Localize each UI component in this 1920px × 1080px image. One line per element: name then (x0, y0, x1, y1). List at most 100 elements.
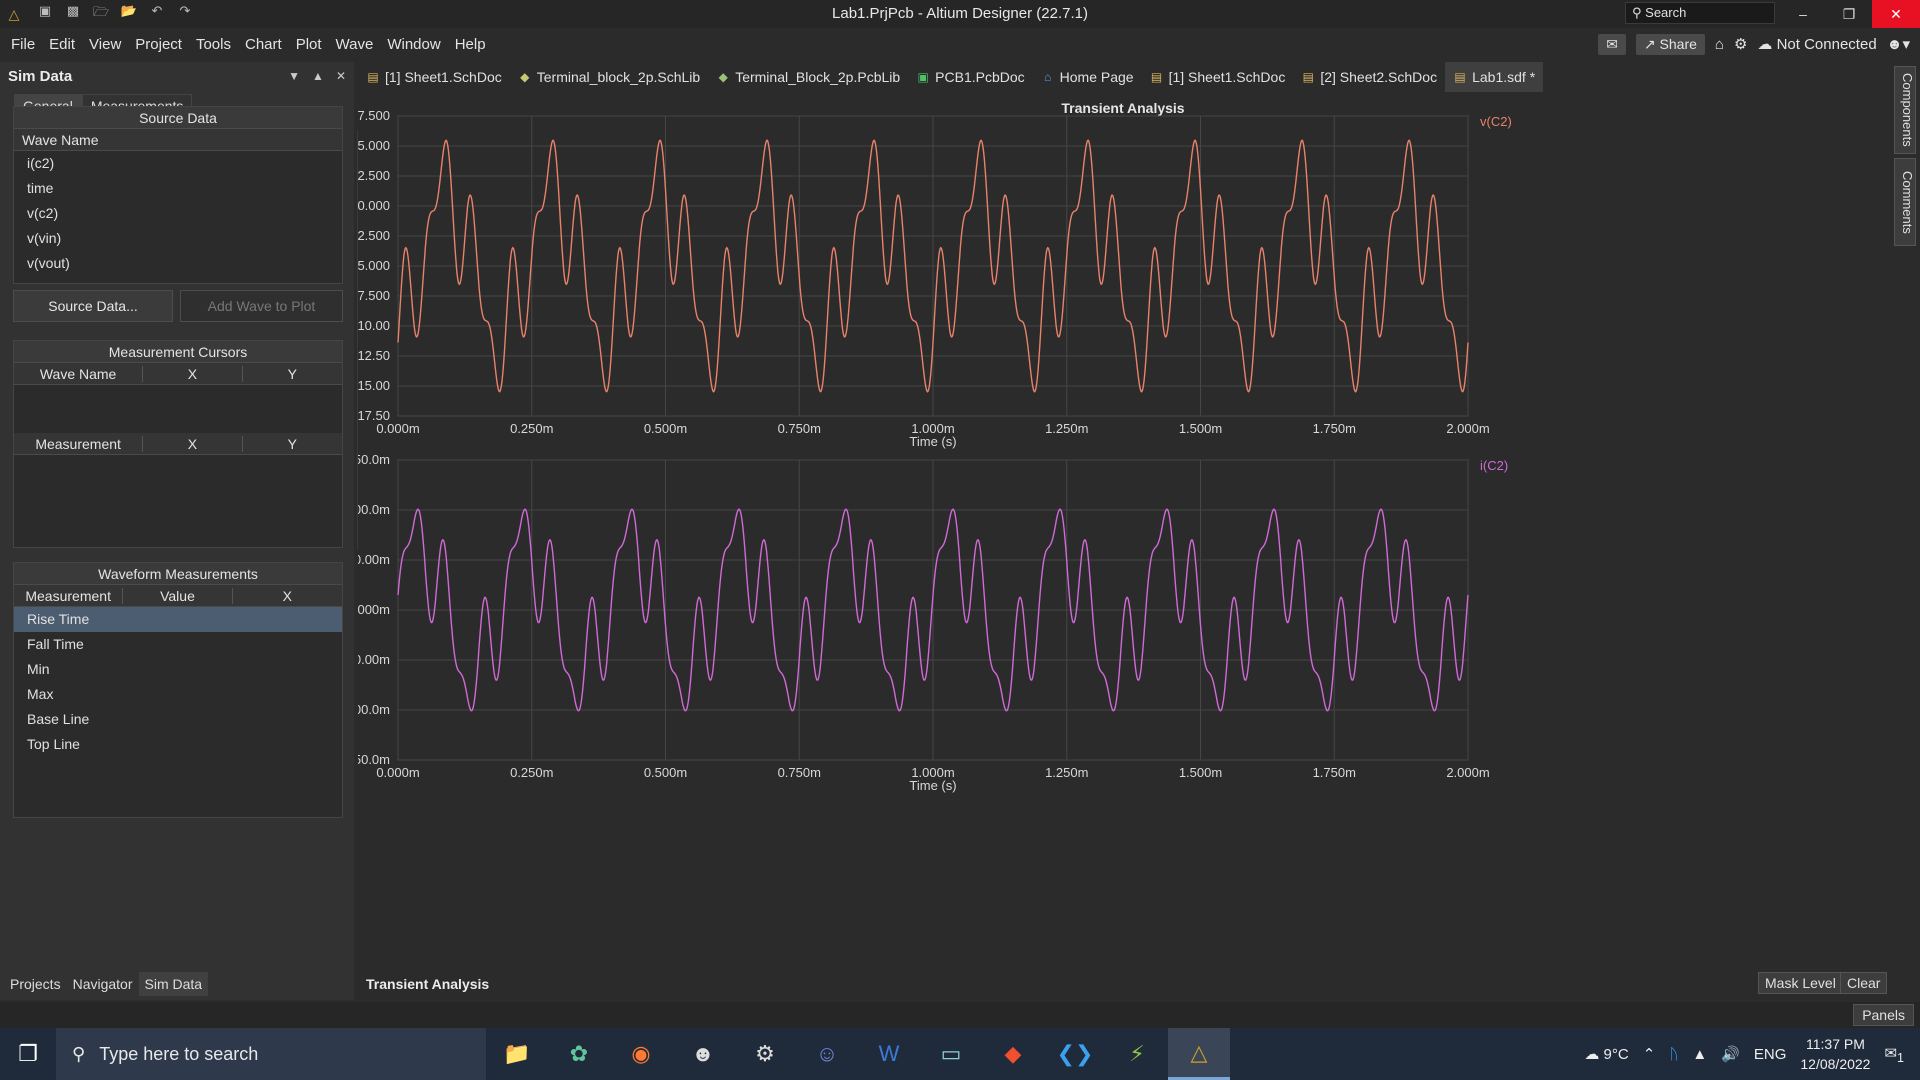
menu-chart[interactable]: Chart (245, 35, 282, 53)
menu-tools[interactable]: Tools (195, 35, 231, 53)
connection-status[interactable]: ☁ Not Connected (1757, 36, 1877, 53)
menu-help[interactable]: Help (454, 35, 486, 53)
wave-item-time[interactable]: time (27, 180, 54, 196)
measurement-top-line[interactable]: Top Line (27, 736, 80, 752)
search-input[interactable]: ⚲ Search (1625, 2, 1775, 24)
chatgpt-icon[interactable]: ✿ (569, 1041, 589, 1066)
wave-name-column: Wave Name (14, 129, 342, 151)
git-icon[interactable]: ◆ (1004, 1041, 1022, 1066)
gear-icon[interactable]: ⚙ (1733, 36, 1748, 53)
open-icon[interactable]: 🗁 (92, 4, 110, 19)
doctab-home-page[interactable]: ⌂ Home Page (1033, 62, 1142, 92)
source-data-button[interactable]: Source Data... (13, 290, 173, 322)
save-icon[interactable]: ▣ (38, 3, 52, 18)
add-wave-to-plot-button[interactable]: Add Wave to Plot (180, 290, 343, 322)
waveform-columns: Measurement Value X (14, 585, 342, 607)
close-icon[interactable]: ✕ (335, 69, 346, 83)
open-project-icon[interactable]: 📂 (120, 3, 138, 18)
close-button[interactable]: ✕ (1872, 0, 1920, 28)
save-all-icon[interactable]: ▩ (66, 3, 80, 18)
word-icon[interactable]: W (878, 1041, 900, 1066)
menu-file[interactable]: File (11, 35, 36, 53)
menu-plot[interactable]: Plot (295, 35, 322, 53)
doctab-terminal-schlib[interactable]: ◆ Terminal_block_2p.SchLib (510, 62, 708, 92)
wave-item-ic2[interactable]: i(c2) (27, 155, 55, 171)
pin-icon[interactable]: ▲ (312, 69, 324, 83)
notes-icon[interactable]: ▭ (940, 1041, 962, 1066)
minimize-button[interactable]: – (1799, 6, 1807, 22)
language-indicator[interactable]: ENG (1753, 1045, 1787, 1063)
right-panel-strip: Components Comments (1890, 62, 1920, 1002)
ltspice-icon[interactable]: ⚡ (1129, 1041, 1145, 1066)
undo-icon[interactable]: ↶ (151, 3, 163, 18)
menu-wave[interactable]: Wave (335, 35, 374, 53)
wave-item-vvout[interactable]: v(vout) (27, 255, 70, 271)
y-tick-label: -150.0m (358, 752, 390, 767)
chevron-down-icon[interactable]: ▼ (288, 69, 301, 83)
redo-icon[interactable]: ↷ (179, 3, 191, 18)
bear-app-icon[interactable]: ☻ (691, 1041, 715, 1066)
home-icon[interactable]: ⌂ (1714, 35, 1724, 53)
doctab-terminal-pcblib[interactable]: ◆ Terminal_Block_2p.PcbLib (708, 62, 908, 92)
measurement-base-line[interactable]: Base Line (27, 711, 90, 727)
menu-edit[interactable]: Edit (49, 35, 76, 53)
menu-window[interactable]: Window (387, 35, 441, 53)
windows-start-icon[interactable]: ❐ (18, 1041, 38, 1066)
tab-projects[interactable]: Projects (10, 976, 61, 992)
series-line-ic2[interactable] (397, 508, 1469, 712)
y-tick-label: -2.500 (358, 228, 390, 243)
doctab-sheet1-schdoc[interactable]: ▤ [1] Sheet1.SchDoc (367, 69, 502, 85)
search-icon: ⚲ (72, 1043, 86, 1064)
clock[interactable]: 11:37 PM 12/08/2022 (1800, 1036, 1871, 1072)
chart-ic2[interactable]: 0.000m 0.250m 0.500m 0.750m 1.000m 1.250m 1.50… (358, 452, 1508, 793)
chat-icon[interactable]: ✉ (1598, 33, 1626, 55)
measurement-fall-time[interactable]: Fall Time (27, 636, 84, 652)
waveform-charts[interactable]: 0.000m 0.250m 0.500m 0.750m 1.000m 1.250m 1.50… (358, 92, 1888, 972)
y-tick-label: 7.500 (358, 108, 390, 123)
system-tray: ☁ 9°C ⌃ ᚢ ▲ 🔊 ENG 11:37 PM 12/08/2022 ✉1 (1584, 1028, 1920, 1080)
file-explorer-icon[interactable]: 📁 (503, 1041, 531, 1066)
taskbar-search-input[interactable]: ⚲ Type here to search (56, 1028, 486, 1080)
altium-taskbar-icon[interactable]: △ (1168, 1028, 1230, 1080)
doctab-pcb1-pcbdoc[interactable]: ▣ PCB1.PcbDoc (917, 69, 1025, 85)
tab-sim-data[interactable]: Sim Data (138, 972, 209, 996)
share-button[interactable]: ↗ Share (1635, 33, 1705, 55)
menu-view[interactable]: View (89, 35, 122, 53)
wave-item-vvin[interactable]: v(vin) (27, 230, 62, 246)
clear-button[interactable]: Clear (1840, 972, 1888, 994)
measurement-min[interactable]: Min (27, 661, 50, 677)
doctab-sheet1-schdoc-2[interactable]: ▤ [1] Sheet1.SchDoc (1150, 69, 1286, 85)
source-data-header: Source Data (14, 107, 342, 129)
notification-icon[interactable]: ✉1 (1884, 1044, 1904, 1065)
panels-button[interactable]: Panels (1853, 1004, 1914, 1026)
firefox-icon[interactable]: ◉ (631, 1041, 651, 1066)
steam-icon[interactable]: ⚙ (755, 1041, 775, 1066)
series-label-ic2: i(C2) (1480, 458, 1508, 473)
measurement-rise-time[interactable]: Rise Time (14, 607, 342, 632)
y-tick-label: -100.0m (358, 702, 390, 717)
chart-vc2[interactable]: 0.000m 0.250m 0.500m 0.750m 1.000m 1.250m 1.50… (358, 108, 1512, 449)
restore-button[interactable]: ❐ (1842, 6, 1856, 22)
waveform-plot-area[interactable]: Transient Analysis 0.000m 0.250m 0.500m 0.7… (358, 92, 1888, 972)
bluetooth-icon[interactable]: ᚢ (1669, 1045, 1679, 1063)
chevron-up-icon[interactable]: ⌃ (1642, 1046, 1656, 1063)
tab-transient-analysis[interactable]: Transient Analysis (366, 976, 490, 992)
network-icon[interactable]: ▲ (1692, 1045, 1708, 1063)
doctab-lab1-sdf[interactable]: ▤ Lab1.sdf * (1445, 62, 1544, 92)
user-icon[interactable]: ☻▾ (1886, 36, 1910, 53)
mask-level-button[interactable]: Mask Level (1758, 972, 1843, 994)
tab-components[interactable]: Components (1894, 66, 1916, 154)
discord-icon[interactable]: ☺ (815, 1041, 839, 1066)
tab-comments[interactable]: Comments (1894, 158, 1916, 246)
schdoc-icon: ▤ (367, 70, 379, 84)
measurement-max[interactable]: Max (27, 686, 54, 702)
tab-navigator[interactable]: Navigator (72, 976, 133, 992)
series-line-vc2[interactable] (397, 139, 1469, 393)
doctab-sheet2-schdoc[interactable]: ▤ [2] Sheet2.SchDoc (1302, 69, 1438, 85)
menu-project[interactable]: Project (135, 35, 182, 53)
x-tick-label: 0.250m (510, 765, 553, 780)
weather-icon[interactable]: ☁ 9°C (1584, 1046, 1629, 1063)
volume-icon[interactable]: 🔊 (1721, 1046, 1740, 1063)
vscode-icon[interactable]: ❮❯ (1056, 1041, 1094, 1066)
wave-item-vc2[interactable]: v(c2) (27, 205, 59, 221)
